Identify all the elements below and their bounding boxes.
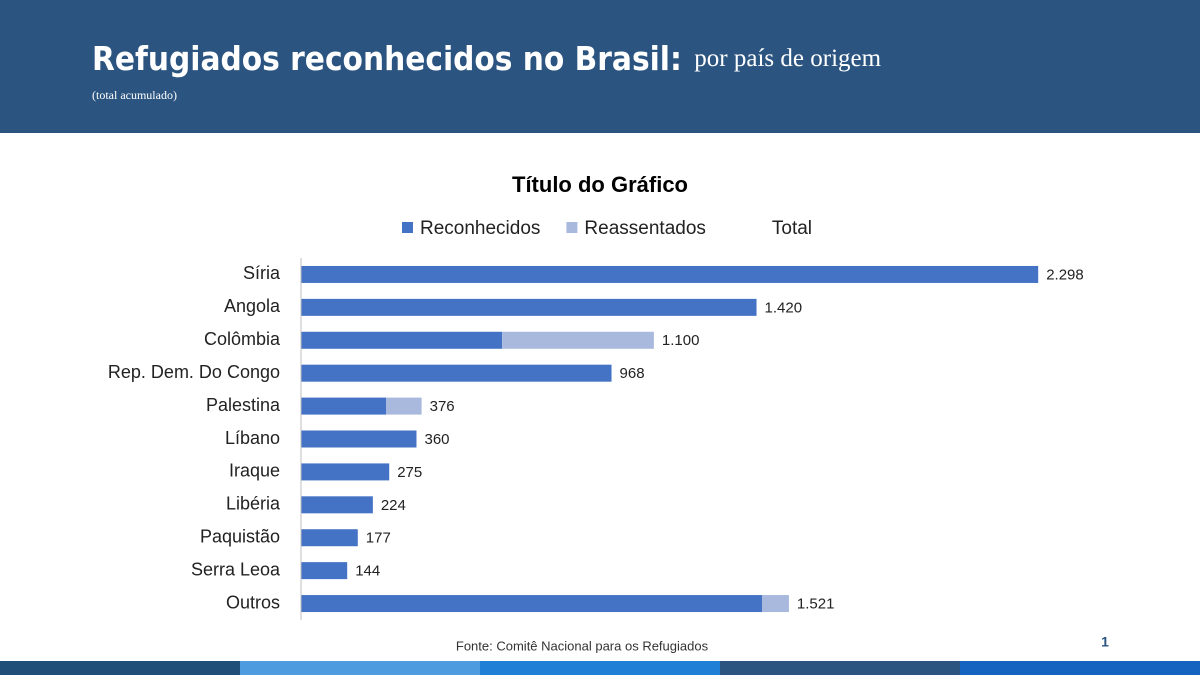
bar-segment [301, 496, 373, 514]
header-title: Refugiados reconhecidos no Brasil: por p… [92, 39, 882, 78]
data-label: 144 [355, 563, 380, 580]
y-tick-label: Iraque [229, 461, 280, 481]
bar-segment [301, 595, 762, 613]
bar-segment [502, 331, 654, 349]
legend-swatch [402, 222, 413, 233]
data-label: 1.420 [765, 299, 803, 316]
bar-segment [761, 595, 789, 613]
footer-strip [960, 661, 1200, 675]
bar-segment [386, 397, 422, 415]
y-tick-label: Outros [226, 592, 280, 612]
footer-strip [0, 661, 240, 675]
y-tick-label: Síria [243, 263, 281, 283]
title-suffix: por país de origem [694, 45, 881, 72]
footer-strip [240, 661, 480, 675]
y-tick-label: Angola [224, 296, 281, 316]
data-label: 1.100 [662, 332, 700, 349]
bar-segment [301, 331, 503, 349]
header-band [0, 0, 1200, 133]
data-label: 275 [397, 464, 422, 481]
y-tick-label: Líbano [225, 428, 280, 448]
data-label: 224 [381, 497, 406, 514]
y-tick-label: Rep. Dem. Do Congo [108, 362, 280, 382]
data-label: 2.298 [1046, 266, 1084, 283]
header-subtitle: (total acumulado) [92, 88, 177, 102]
data-label: 177 [366, 530, 391, 547]
data-label: 376 [430, 398, 455, 415]
footer-strip [720, 661, 960, 675]
bar-segment [301, 430, 417, 448]
title-main: Refugiados reconhecidos no Brasil: [92, 39, 682, 78]
footer-strip [480, 661, 720, 675]
legend-label: Total [772, 218, 812, 239]
y-tick-label: Colômbia [204, 329, 281, 349]
y-tick-label: Palestina [206, 395, 281, 415]
bar-segment [301, 562, 348, 580]
y-tick-label: Serra Leoa [191, 559, 281, 579]
bar-segment [301, 298, 757, 316]
bar-segment [301, 463, 390, 481]
bar-segment [301, 397, 387, 415]
data-label: 1.521 [797, 596, 835, 613]
data-label: 968 [620, 365, 645, 382]
page-number: 1 [1101, 634, 1109, 650]
data-label: 360 [424, 431, 449, 448]
legend-label: Reassentados [584, 218, 705, 239]
source: Fonte: Comitê Nacional para os Refugiado… [456, 638, 709, 653]
legend-label: Reconhecidos [420, 218, 540, 239]
chart-title: Título do Gráfico [512, 172, 688, 197]
y-tick-label: Paquistão [200, 526, 280, 546]
legend: Reconhecidos Reassentados Total [402, 218, 812, 239]
bar-segment [301, 265, 1039, 283]
bar-segment [301, 529, 358, 547]
plot: Síria 2.298 Angola 1.420 Colômbia 1.100 Rep. D… [108, 263, 1084, 612]
y-tick-label: Libéria [226, 494, 281, 514]
legend-swatch [566, 222, 578, 233]
bar-segment [301, 364, 612, 382]
